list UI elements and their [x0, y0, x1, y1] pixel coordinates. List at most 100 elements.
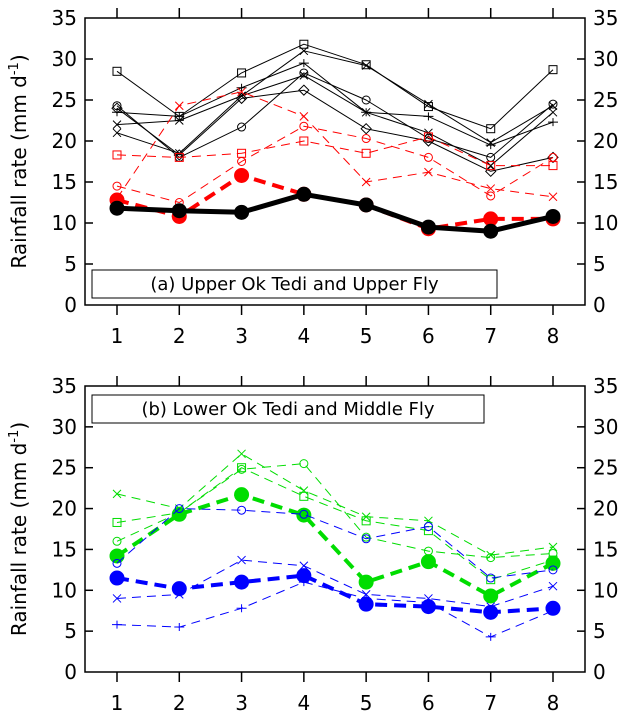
y-tick-label-right: 5 — [593, 252, 606, 276]
series-8-point — [423, 152, 433, 162]
x-tick-label: 1 — [111, 691, 124, 712]
series-7-point — [486, 161, 496, 171]
series-2-point — [298, 59, 309, 68]
series-3-point — [483, 588, 499, 604]
series-4-point — [111, 102, 123, 114]
x-tick-label: 6 — [422, 324, 435, 348]
series-4-point — [299, 509, 309, 519]
series-3-point — [109, 548, 125, 564]
series-2-point — [174, 112, 185, 121]
series-2-point — [299, 459, 309, 469]
panel-caption-box — [91, 394, 485, 424]
series-4-point — [237, 505, 247, 515]
series-7-point — [174, 623, 185, 632]
series-4-point — [422, 135, 435, 147]
y-tick-label-left: 35 — [52, 6, 77, 30]
x-tick-label: 6 — [422, 691, 435, 712]
series-7-point — [361, 148, 371, 158]
series-5-point — [548, 581, 558, 591]
series-0-point — [548, 542, 558, 552]
series-0-point — [112, 489, 122, 499]
series-2-line — [116, 62, 554, 146]
y-tick-label-right: 20 — [593, 497, 618, 521]
series-2-point — [486, 553, 496, 563]
series-4-point — [174, 504, 184, 514]
series-6-point — [361, 177, 371, 187]
y-tick-label-right: 15 — [593, 537, 618, 561]
series-8-point — [112, 181, 122, 191]
series-6-point — [424, 167, 433, 177]
y-tick-label-left: 10 — [52, 211, 77, 235]
series-1-point — [112, 517, 122, 527]
series-7-point — [112, 620, 122, 629]
panel-caption-box — [91, 269, 498, 299]
series-2-point — [236, 83, 247, 92]
series-4-point — [548, 565, 558, 575]
series-4-line — [116, 89, 554, 172]
y-axis-title: Rainfall rate (mm d-1) — [7, 54, 31, 268]
series-4-point — [360, 122, 372, 135]
series-7 — [112, 132, 558, 171]
series-1 — [112, 463, 558, 585]
series-0-point — [237, 68, 247, 78]
y-tick-label-left: 25 — [52, 88, 77, 112]
y-tick-label-right: 0 — [593, 660, 606, 684]
series-3-point — [112, 101, 122, 111]
y-tick-label-right: 35 — [593, 374, 618, 398]
series-8-point — [237, 157, 247, 166]
y-tick-label-right: 10 — [593, 211, 618, 235]
y-tick-label-left: 20 — [52, 497, 77, 521]
series-5-point — [486, 161, 496, 170]
series-4-point — [235, 92, 248, 105]
series-4-point — [361, 534, 371, 544]
series-2-point — [548, 118, 558, 127]
series-4 — [111, 84, 559, 178]
series-10-line — [116, 191, 554, 234]
series-10 — [109, 186, 561, 239]
y-tick-label-left: 30 — [52, 415, 77, 439]
series-6-point — [234, 574, 250, 590]
y-tick-label-right: 30 — [593, 415, 618, 439]
series-1-point — [299, 46, 309, 56]
series-4-point — [423, 522, 433, 532]
series-3-point — [361, 95, 371, 105]
x-tick-label: 3 — [235, 324, 248, 348]
series-4-line — [116, 508, 554, 579]
series-2-point — [237, 464, 247, 474]
series-4 — [112, 504, 558, 583]
y-tick-label-right: 0 — [593, 293, 606, 317]
series-0-point — [486, 124, 496, 134]
panel-a: 0 0 5 5 10 10 15 15 20 20 25 25 30 30 35 35 1 2 3 4 5 6 7 8 Rain… — [7, 6, 618, 348]
series-5-point — [299, 561, 309, 571]
series-0-point — [237, 449, 246, 459]
series-3-point — [420, 554, 436, 570]
series-6-point — [171, 581, 187, 597]
series-5-point — [237, 91, 246, 101]
series-4-point — [112, 558, 122, 568]
y-tick-label-left: 5 — [64, 619, 77, 643]
series-7-point — [298, 578, 309, 587]
series-10-point — [483, 223, 499, 239]
series-8-point — [361, 134, 371, 144]
series-10-point — [296, 186, 312, 202]
x-tick-label: 3 — [235, 691, 248, 712]
series-7-point — [423, 598, 434, 607]
y-tick-label-left: 25 — [52, 456, 77, 480]
series-0-point — [299, 486, 309, 495]
y-tick-label-left: 5 — [64, 252, 77, 276]
series-2-point — [423, 112, 434, 121]
series-0-point — [299, 39, 309, 49]
series-9-point — [234, 167, 250, 183]
x-tick-label: 1 — [111, 324, 124, 348]
series-7-point — [236, 604, 247, 613]
series-1-point — [361, 516, 371, 526]
x-tick-label: 4 — [297, 691, 310, 712]
series-2 — [112, 59, 558, 150]
series-7 — [112, 578, 558, 641]
y-axis-title-text: Rainfall rate (mm d — [7, 75, 31, 269]
series-10-point — [420, 219, 436, 235]
series-6-point — [483, 604, 499, 620]
x-tick-label: 7 — [484, 324, 497, 348]
series-1 — [112, 46, 558, 147]
y-tick-label-right: 10 — [593, 578, 618, 602]
